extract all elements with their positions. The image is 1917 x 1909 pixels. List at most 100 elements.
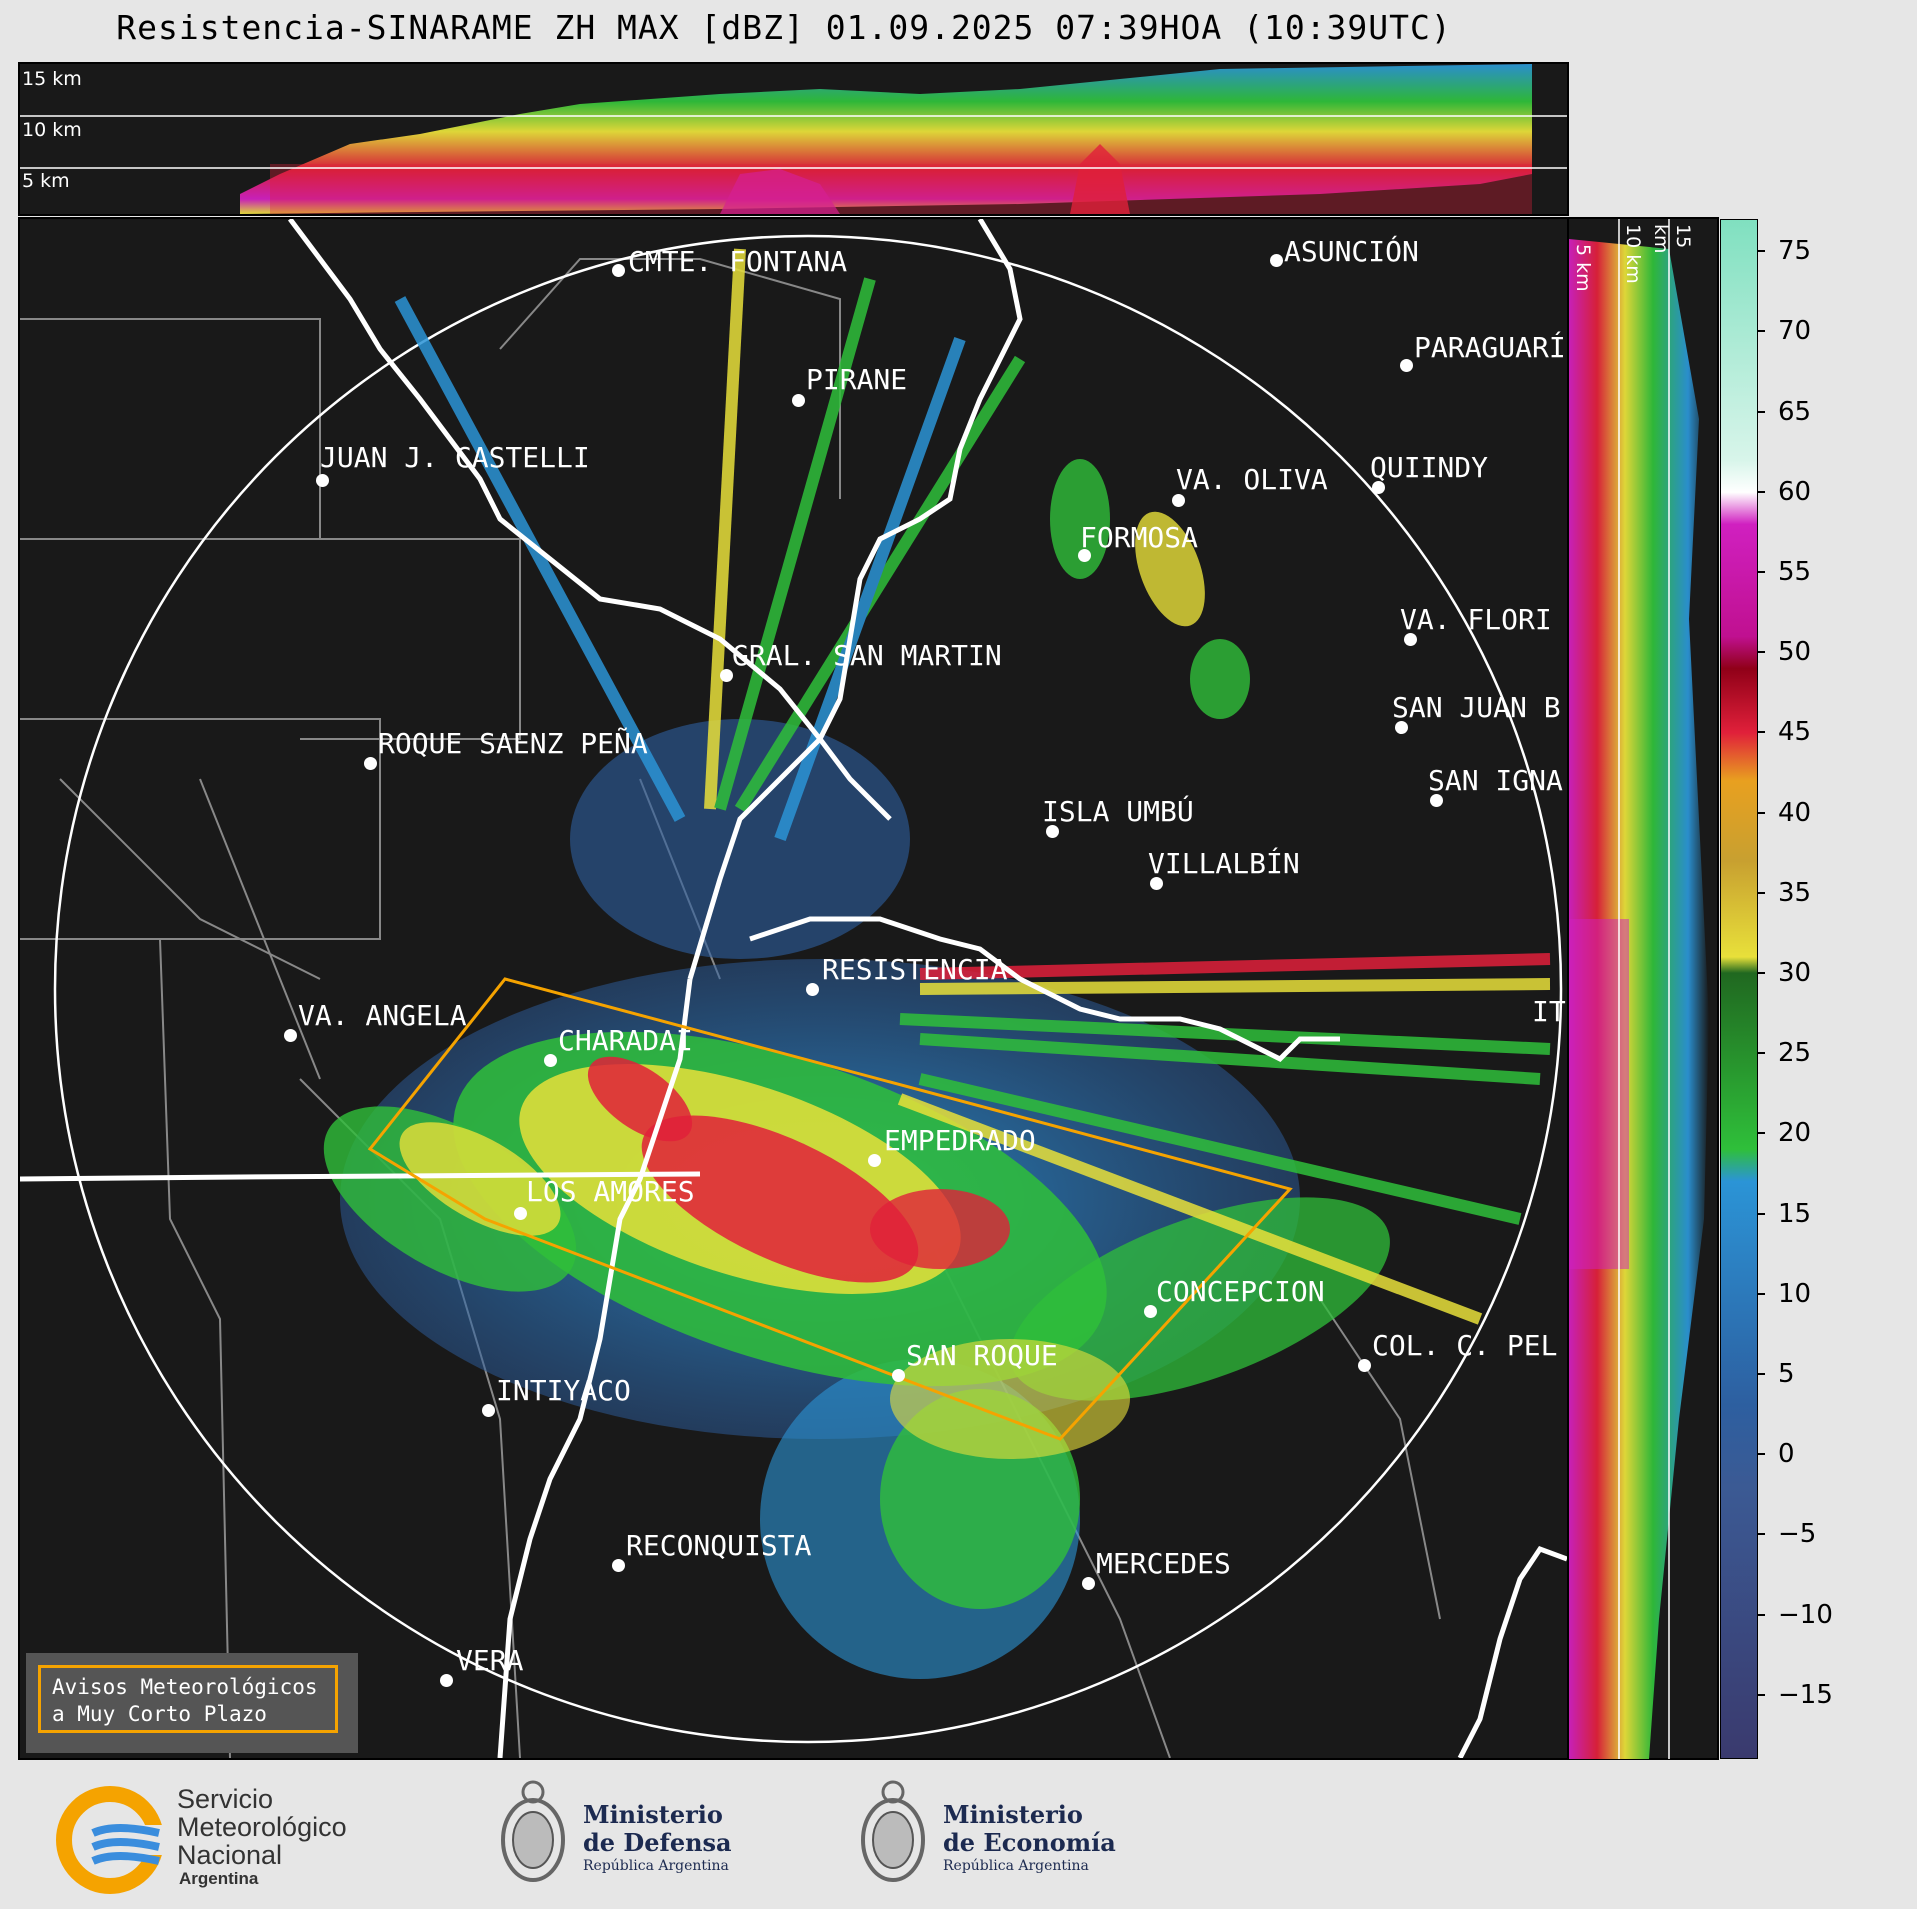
top-echo-body xyxy=(240,64,1532,214)
city-dot-reconquista xyxy=(612,1559,625,1572)
city-dot-villalbin xyxy=(1150,877,1163,890)
city-dot-san-juan-b xyxy=(1395,721,1408,734)
smn-logo-icon xyxy=(56,1786,165,1894)
city-label-quiindy: QUIINDY xyxy=(1370,451,1489,484)
economia-logo-line-1: Ministerio xyxy=(943,1800,1083,1829)
colorbar xyxy=(1720,219,1758,1759)
city-dot-asuncion xyxy=(1270,254,1283,267)
side-echo-body xyxy=(1569,239,1709,1759)
colorbar-tick-mark xyxy=(1758,490,1765,493)
city-dot-formosa xyxy=(1078,549,1091,562)
top-cross-section: 15 km 10 km 5 km xyxy=(18,62,1569,216)
city-dot-va-oliva xyxy=(1172,494,1185,507)
smn-logo-line-3: Nacional xyxy=(177,1840,283,1870)
chart-title: Resistencia-SINARAME ZH MAX [dBZ] 01.09.… xyxy=(116,8,1452,47)
colorbar-tick-mark xyxy=(1758,1373,1765,1375)
city-label-it: IT xyxy=(1532,995,1566,1028)
smn-logo: Servicio Meteorológico Nacional Argentin… xyxy=(55,1785,385,1895)
city-dot-los-amores xyxy=(514,1207,527,1220)
smn-logo-line-1: Servicio xyxy=(177,1784,274,1814)
colorbar-tick-label: 55 xyxy=(1778,556,1812,587)
aviso-box: Avisos Meteorológicos a Muy Corto Plazo xyxy=(26,1653,358,1753)
colorbar-tick-mark xyxy=(1758,1052,1765,1055)
city-label-pirane: PIRANE xyxy=(806,363,908,396)
city-dot-pirane xyxy=(792,394,805,407)
city-label-villalbin: VILLALBÍN xyxy=(1148,847,1300,880)
city-label-reconquista: RECONQUISTA xyxy=(626,1529,812,1562)
colorbar-tick-label: 65 xyxy=(1778,396,1812,427)
colorbar-tick-label: 45 xyxy=(1778,717,1812,748)
top-altitude-label-10: 10 km xyxy=(22,119,82,141)
city-label-gral-san-martin: GRAL. SAN MARTIN xyxy=(732,639,1002,672)
colorbar-tick-label: 0 xyxy=(1778,1439,1795,1470)
colorbar-tick-label: 5 xyxy=(1778,1359,1795,1389)
colorbar-tick-label: 70 xyxy=(1778,316,1812,347)
top-altitude-label-5: 5 km xyxy=(22,170,70,192)
side-altitude-label-10: 10 km xyxy=(1622,224,1644,284)
radar-map: CMTE. FONTANA ASUNCIÓN PARAGUARÍ PIRANE … xyxy=(18,217,1569,1760)
city-dot-san-roque xyxy=(892,1369,905,1382)
city-dot-mercedes xyxy=(1082,1577,1095,1590)
city-label-isla-umbu: ISLA UMBÚ xyxy=(1042,795,1194,828)
colorbar-tick-label: 35 xyxy=(1778,877,1812,908)
colorbar-tick-label: 50 xyxy=(1778,637,1812,668)
city-dot-gral-san-martin xyxy=(720,669,733,682)
city-label-los-amores: LOS AMORES xyxy=(526,1175,695,1208)
city-dot-quiindy xyxy=(1372,481,1385,494)
city-dot-juan-j-castelli xyxy=(316,474,329,487)
city-label-vera: VERA xyxy=(456,1644,524,1677)
defensa-logo-line-3: República Argentina xyxy=(583,1858,729,1874)
colorbar-tick-label: 10 xyxy=(1778,1278,1812,1309)
city-label-empedrado: EMPEDRADO xyxy=(884,1124,1036,1157)
city-dot-concepcion xyxy=(1144,1305,1157,1318)
radar-map-graphics xyxy=(20,219,1567,1758)
top-altitude-label-15: 15 km xyxy=(22,68,82,90)
defensa-logo-line-2: de Defensa xyxy=(583,1828,732,1857)
city-dot-va-flori xyxy=(1404,633,1417,646)
colorbar-tick-mark xyxy=(1758,971,1765,974)
colorbar-tick-mark xyxy=(1758,651,1765,654)
colorbar-tick-mark xyxy=(1758,1212,1765,1215)
city-dot-cmte-fontana xyxy=(612,264,625,277)
colorbar-tick-label: 40 xyxy=(1778,797,1812,828)
city-label-va-flori: VA. FLORI xyxy=(1400,603,1552,636)
city-dot-roque-saenz-pena xyxy=(364,757,377,770)
colorbar-tick-label: 15 xyxy=(1778,1198,1812,1229)
colorbar-tick-label: −5 xyxy=(1778,1519,1817,1550)
defensa-logo: Ministerio de Defensa República Argentin… xyxy=(493,1770,753,1900)
city-label-asuncion: ASUNCIÓN xyxy=(1284,235,1419,268)
colorbar-tick-mark xyxy=(1758,811,1765,814)
city-label-san-juan-b: SAN JUAN B xyxy=(1392,691,1561,724)
city-label-cmte-fontana: CMTE. FONTANA xyxy=(628,245,848,278)
colorbar-tick-label: −15 xyxy=(1778,1679,1833,1710)
city-label-intiyaco: INTIYACO xyxy=(496,1374,631,1407)
aviso-line-2: a Muy Corto Plazo xyxy=(52,1702,267,1726)
city-dot-san-igna xyxy=(1430,794,1443,807)
colorbar-tick-mark xyxy=(1758,1453,1765,1456)
colorbar-tick-mark xyxy=(1758,1533,1765,1536)
colorbar-tick-mark xyxy=(1758,731,1765,734)
economia-logo-line-3: República Argentina xyxy=(943,1858,1089,1874)
city-label-san-igna: SAN IGNA xyxy=(1428,764,1563,797)
colorbar-tick-mark xyxy=(1758,1292,1765,1295)
warning-polygon xyxy=(367,977,1293,1441)
defensa-logo-line-1: Ministerio xyxy=(583,1800,723,1829)
colorbar-tick-label: 60 xyxy=(1778,476,1812,507)
city-dot-va-angela xyxy=(284,1029,297,1042)
colorbar-tick-mark xyxy=(1758,570,1765,573)
city-dot-vera xyxy=(440,1674,453,1687)
country-borders xyxy=(20,219,1567,1758)
economia-logo-line-2: de Economía xyxy=(943,1828,1116,1857)
city-label-juan-j-castelli: JUAN J. CASTELLI xyxy=(320,441,590,474)
city-label-san-roque: SAN ROQUE xyxy=(906,1339,1058,1372)
city-label-col-c-pel: COL. C. PEL xyxy=(1372,1329,1558,1362)
argentina-seal-icon xyxy=(501,1780,565,1882)
city-label-formosa: FORMOSA xyxy=(1080,521,1199,554)
city-label-va-angela: VA. ANGELA xyxy=(298,999,467,1032)
city-dot-isla-umbu xyxy=(1046,825,1059,838)
colorbar-tick-label: 25 xyxy=(1778,1038,1812,1069)
city-dot-charadai xyxy=(544,1054,557,1067)
city-dot-intiyaco xyxy=(482,1404,495,1417)
city-label-roque-saenz-pena: ROQUE SAENZ PEÑA xyxy=(378,727,648,760)
colorbar-tick-mark xyxy=(1758,1132,1765,1135)
